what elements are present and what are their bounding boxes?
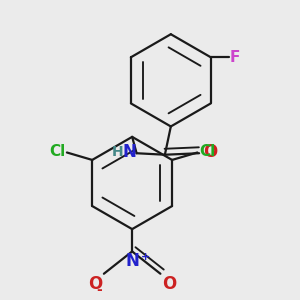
Text: Cl: Cl <box>49 144 65 159</box>
Text: Cl: Cl <box>199 144 215 159</box>
Text: O: O <box>204 143 218 161</box>
Text: N: N <box>126 252 140 270</box>
Text: H: H <box>112 145 123 159</box>
Text: F: F <box>230 50 241 65</box>
Text: N: N <box>122 143 136 161</box>
Text: +: + <box>141 252 150 262</box>
Text: O: O <box>88 275 102 293</box>
Text: -: - <box>97 283 102 297</box>
Text: O: O <box>162 275 176 293</box>
